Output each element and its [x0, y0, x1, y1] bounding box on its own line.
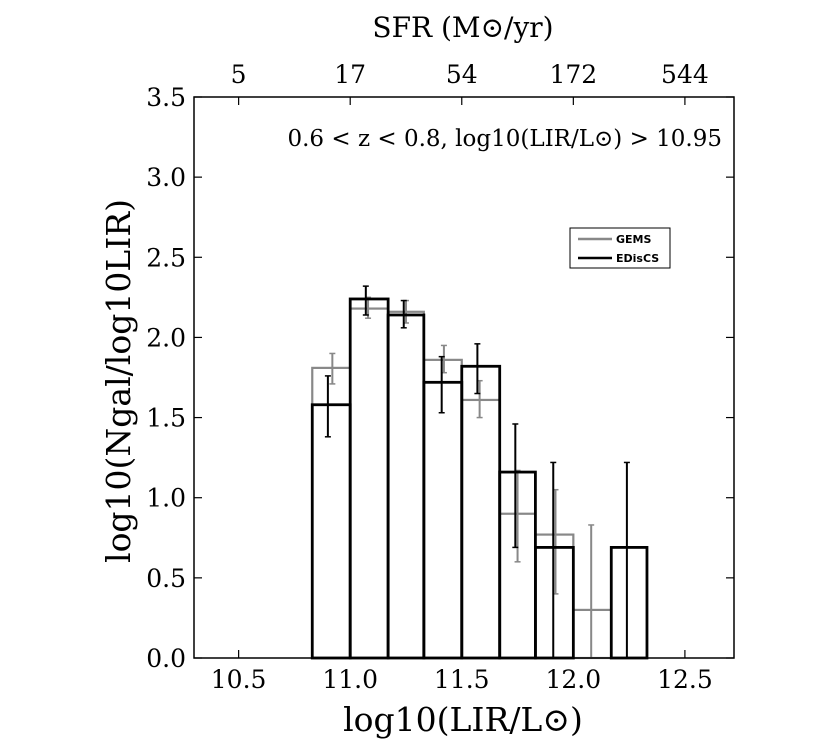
x-tick-label: 12.5 [657, 665, 713, 694]
annotation: 0.6 < z < 0.8, log10(LIR/L⊙) > 10.95 [287, 126, 722, 152]
plot-layer [310, 285, 649, 660]
bar-ediscs [422, 380, 464, 660]
legend-label-ediscs: EDisCS [616, 252, 659, 265]
bar-ediscs [386, 313, 426, 660]
top-tick-label: 544 [661, 60, 709, 89]
series-ediscs [310, 285, 649, 660]
top-tick-label: 5 [231, 60, 247, 89]
bar-ediscs [310, 403, 352, 660]
x-tick-label: 10.5 [211, 665, 267, 694]
bar-gems [387, 310, 425, 660]
y-tick-label: 3.5 [146, 83, 186, 112]
axes-layer: 10.5 11.0 11.5 12.0 12.5 0.0 0.5 1.0 1.5 2.0 2.5 3.… [146, 60, 735, 694]
legend-label-gems: GEMS [616, 233, 651, 246]
bar-gems [460, 398, 501, 660]
bar-ediscs [609, 546, 649, 660]
y-tick-label: 1.0 [146, 484, 186, 513]
x-tick-label: 11.5 [434, 665, 490, 694]
bar-gems [572, 608, 613, 660]
bar-gems [349, 307, 390, 660]
bar-ediscs [534, 546, 575, 660]
plot-frame [193, 96, 735, 659]
x-tick-label: 11.0 [322, 665, 378, 694]
x-axis-title: log10(LIR/L⊙) [343, 700, 583, 739]
legend-box [569, 227, 671, 269]
y-tick-label: 0.5 [146, 564, 186, 593]
bar-gems [422, 358, 463, 660]
y-tick-label: 0.0 [146, 644, 186, 673]
y-tick-label: 2.0 [146, 323, 186, 352]
top-tick-label: 54 [446, 60, 478, 89]
y-tick-label: 1.5 [146, 404, 186, 433]
top-tick-label: 17 [334, 60, 366, 89]
legend: GEMS EDisCS [569, 227, 671, 269]
bar-ediscs [460, 364, 502, 660]
bar-gems [311, 366, 352, 660]
top-axis-title: SFR (M⊙/yr) [372, 11, 553, 44]
bar-gems [534, 533, 575, 660]
x-tick-label: 12.0 [546, 665, 602, 694]
bar-ediscs [348, 297, 390, 660]
y-tick-label: 2.5 [146, 243, 186, 272]
top-tick-label: 172 [549, 60, 597, 89]
y-axis-title: log10(Ngal/log10LIR) [99, 199, 138, 563]
y-tick-label: 3.0 [146, 163, 186, 192]
